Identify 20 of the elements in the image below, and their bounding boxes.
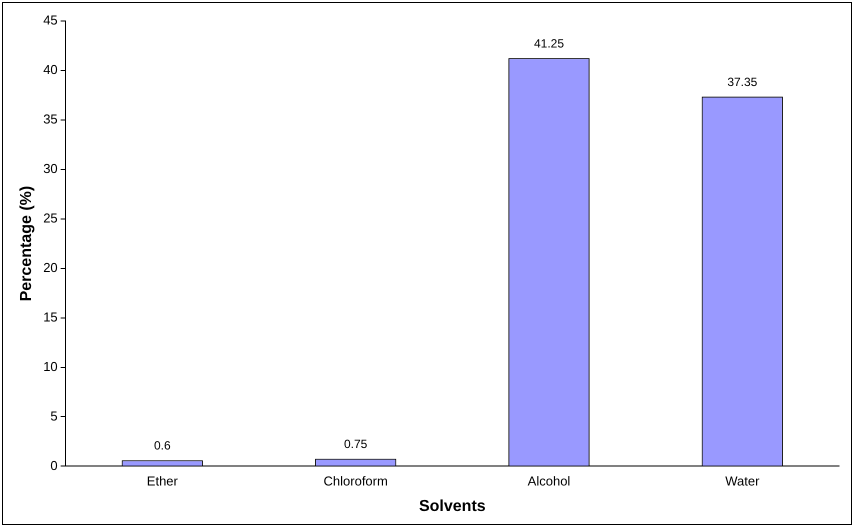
y-tick-label: 15 [43, 309, 58, 324]
y-tick-label: 5 [50, 408, 58, 424]
y-tick-label: 45 [43, 12, 58, 28]
y-tick-label: 10 [43, 358, 58, 374]
data-label: 41.25 [534, 36, 564, 50]
x-tick-label: Ether [146, 474, 179, 489]
x-tick-label: Water [725, 474, 760, 489]
x-tick-label: Alcohol [528, 474, 570, 489]
data-label: 0.75 [344, 437, 368, 452]
data-label: 0.6 [154, 438, 171, 453]
y-tick-label: 20 [43, 260, 58, 275]
x-axis-title: Solvents [418, 498, 486, 515]
y-tick-label: 30 [43, 160, 58, 176]
x-tick-label: Chloroform [324, 474, 388, 489]
y-axis-title: Percentage (%) [18, 186, 36, 302]
y-tick-label: 25 [43, 210, 58, 226]
y-tick-label: 0 [50, 458, 58, 473]
y-tick-label: 35 [43, 112, 58, 127]
data-label: 37.35 [727, 74, 758, 89]
y-tick-label: 40 [43, 62, 58, 78]
